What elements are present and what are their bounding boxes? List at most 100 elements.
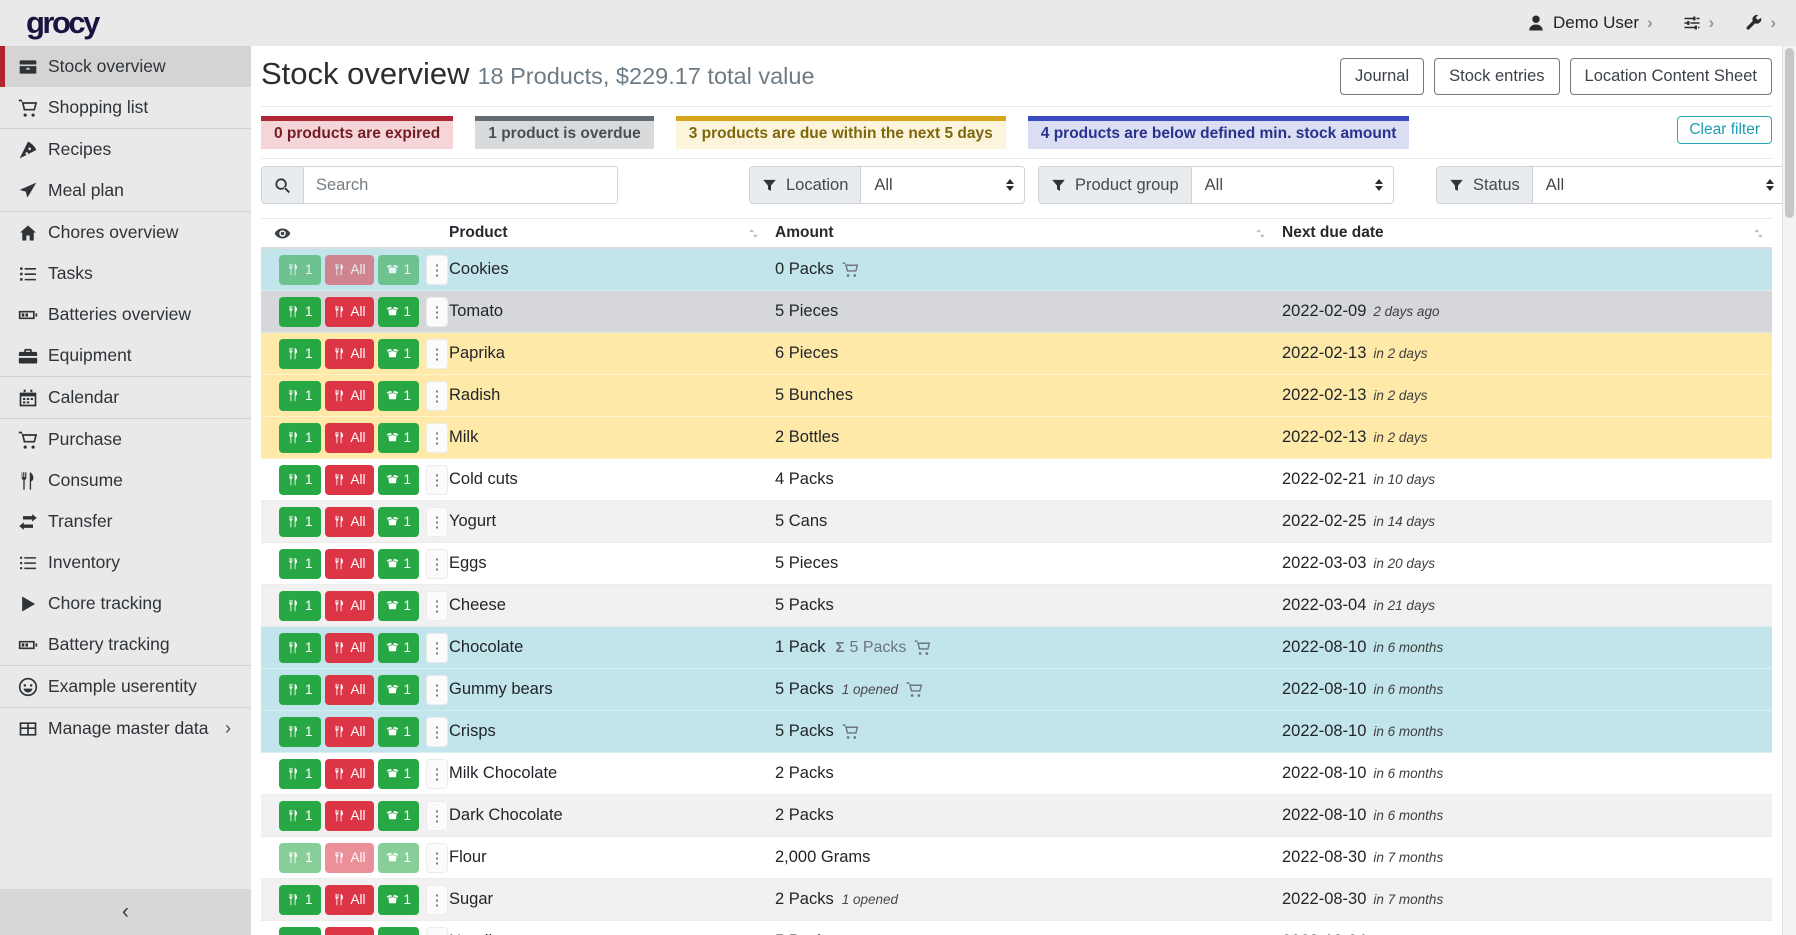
- status-chip-expired[interactable]: 0 products are expired: [261, 116, 454, 149]
- consume-one-button[interactable]: 1: [279, 254, 321, 285]
- open-one-button[interactable]: 1: [377, 758, 420, 789]
- sidebar-item-purchase[interactable]: Purchase: [0, 419, 251, 460]
- row-menu-button[interactable]: ⋮: [426, 590, 449, 621]
- consume-one-button[interactable]: 1: [279, 758, 321, 789]
- row-menu-button[interactable]: ⋮: [426, 758, 449, 789]
- sidebar-item-inventory[interactable]: Inventory: [0, 542, 251, 583]
- column-header-next-due-date[interactable]: Next due date: [1274, 224, 1772, 242]
- status-chip-overdue[interactable]: 1 product is overdue: [475, 116, 654, 149]
- consume-one-button[interactable]: 1: [279, 716, 321, 747]
- row-menu-button[interactable]: ⋮: [426, 674, 449, 705]
- consume-all-button[interactable]: All: [324, 674, 374, 705]
- consume-all-button[interactable]: All: [324, 296, 374, 327]
- consume-one-button[interactable]: 1: [279, 842, 321, 873]
- consume-all-button[interactable]: All: [324, 548, 374, 579]
- status-chip-duesoon[interactable]: 3 products are due within the next 5 day…: [675, 116, 1006, 149]
- sidebar-item-batteries-overview[interactable]: Batteries overview: [0, 294, 251, 335]
- consume-all-button[interactable]: All: [324, 254, 374, 285]
- journal-button[interactable]: Journal: [1340, 58, 1425, 95]
- open-one-button[interactable]: 1: [377, 800, 420, 831]
- sidebar-item-equipment[interactable]: Equipment: [0, 335, 251, 376]
- open-one-button[interactable]: 1: [377, 296, 420, 327]
- consume-all-button[interactable]: All: [324, 590, 374, 621]
- column-header-amount[interactable]: Amount: [767, 224, 1274, 242]
- open-one-button[interactable]: 1: [377, 254, 420, 285]
- consume-one-button[interactable]: 1: [279, 464, 321, 495]
- open-one-button[interactable]: 1: [377, 926, 420, 935]
- consume-one-button[interactable]: 1: [279, 422, 321, 453]
- consume-one-button[interactable]: 1: [279, 506, 321, 537]
- location-content-sheet-button[interactable]: Location Content Sheet: [1569, 58, 1772, 95]
- sidebar-item-recipes[interactable]: Recipes: [0, 129, 251, 170]
- sidebar-item-tasks[interactable]: Tasks: [0, 253, 251, 294]
- open-one-button[interactable]: 1: [377, 716, 420, 747]
- row-menu-button[interactable]: ⋮: [426, 338, 449, 369]
- consume-all-button[interactable]: All: [324, 422, 374, 453]
- row-menu-button[interactable]: ⋮: [426, 632, 449, 663]
- sidebar-item-shopping-list[interactable]: Shopping list: [0, 87, 251, 128]
- vertical-scrollbar[interactable]: [1782, 46, 1796, 935]
- consume-all-button[interactable]: All: [324, 926, 374, 935]
- filter-select[interactable]: All: [1533, 167, 1782, 203]
- admin-menu[interactable]: ›: [1744, 13, 1776, 33]
- sidebar-item-stock-overview[interactable]: Stock overview: [0, 46, 251, 87]
- settings-menu[interactable]: ›: [1683, 13, 1714, 33]
- consume-one-button[interactable]: 1: [279, 296, 321, 327]
- row-menu-button[interactable]: ⋮: [426, 464, 449, 495]
- consume-all-button[interactable]: All: [324, 380, 374, 411]
- eye-icon[interactable]: [274, 225, 291, 242]
- sidebar-item-battery-tracking[interactable]: Battery tracking: [0, 624, 251, 665]
- consume-one-button[interactable]: 1: [279, 674, 321, 705]
- filter-select[interactable]: All: [1192, 167, 1393, 203]
- consume-one-button[interactable]: 1: [279, 632, 321, 663]
- user-menu[interactable]: Demo User ›: [1527, 13, 1653, 33]
- sidebar-collapse-button[interactable]: ‹: [0, 889, 251, 935]
- consume-all-button[interactable]: All: [324, 632, 374, 663]
- row-menu-button[interactable]: ⋮: [426, 254, 449, 285]
- clear-filter-button[interactable]: Clear filter: [1677, 116, 1772, 144]
- sidebar-item-chore-tracking[interactable]: Chore tracking: [0, 583, 251, 624]
- consume-all-button[interactable]: All: [324, 716, 374, 747]
- sort-icon[interactable]: [1255, 227, 1266, 240]
- filter-select[interactable]: All: [861, 167, 1024, 203]
- row-menu-button[interactable]: ⋮: [426, 800, 449, 831]
- open-one-button[interactable]: 1: [377, 842, 420, 873]
- consume-all-button[interactable]: All: [324, 884, 374, 915]
- consume-all-button[interactable]: All: [324, 338, 374, 369]
- row-menu-button[interactable]: ⋮: [426, 422, 449, 453]
- open-one-button[interactable]: 1: [377, 506, 420, 537]
- consume-one-button[interactable]: 1: [279, 800, 321, 831]
- sort-icon[interactable]: [1753, 227, 1764, 240]
- stock-entries-button[interactable]: Stock entries: [1434, 58, 1560, 95]
- open-one-button[interactable]: 1: [377, 380, 420, 411]
- row-menu-button[interactable]: ⋮: [426, 548, 449, 579]
- sidebar-item-example-userentity[interactable]: Example userentity: [0, 666, 251, 707]
- sidebar-item-chores-overview[interactable]: Chores overview: [0, 212, 251, 253]
- row-menu-button[interactable]: ⋮: [426, 884, 449, 915]
- status-chip-belowmin[interactable]: 4 products are below defined min. stock …: [1027, 116, 1410, 149]
- open-one-button[interactable]: 1: [377, 338, 420, 369]
- column-visibility-header[interactable]: [261, 225, 441, 242]
- open-one-button[interactable]: 1: [377, 422, 420, 453]
- search-input[interactable]: [304, 167, 617, 203]
- sidebar-item-manage-master-data[interactable]: Manage master data ›: [0, 708, 251, 749]
- consume-one-button[interactable]: 1: [279, 380, 321, 411]
- row-menu-button[interactable]: ⋮: [426, 506, 449, 537]
- open-one-button[interactable]: 1: [377, 590, 420, 621]
- app-logo[interactable]: grocy: [26, 5, 100, 40]
- row-menu-button[interactable]: ⋮: [426, 380, 449, 411]
- consume-all-button[interactable]: All: [324, 506, 374, 537]
- row-menu-button[interactable]: ⋮: [426, 716, 449, 747]
- row-menu-button[interactable]: ⋮: [426, 842, 449, 873]
- column-header-product[interactable]: Product: [441, 224, 767, 242]
- consume-all-button[interactable]: All: [324, 464, 374, 495]
- sidebar-item-meal-plan[interactable]: Meal plan: [0, 170, 251, 211]
- consume-all-button[interactable]: All: [324, 842, 374, 873]
- consume-one-button[interactable]: 1: [279, 548, 321, 579]
- scrollbar-thumb[interactable]: [1785, 48, 1794, 218]
- consume-one-button[interactable]: 1: [279, 884, 321, 915]
- consume-one-button[interactable]: 1: [279, 338, 321, 369]
- row-menu-button[interactable]: ⋮: [426, 296, 449, 327]
- consume-all-button[interactable]: All: [324, 758, 374, 789]
- open-one-button[interactable]: 1: [377, 674, 420, 705]
